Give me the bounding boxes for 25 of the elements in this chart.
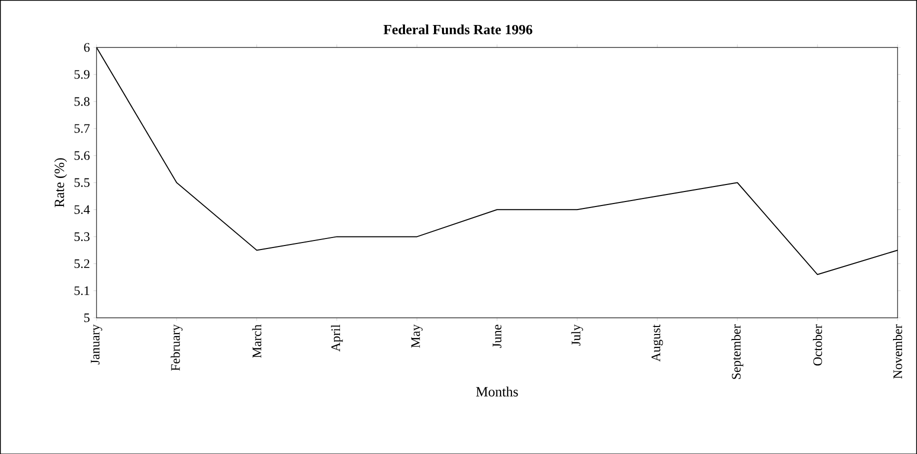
y-axis-title: Rate (%) (54, 158, 67, 208)
y-tick-label: 5.4 (74, 205, 90, 214)
x-tick-label: January (90, 324, 102, 364)
y-tick-label: 5.9 (74, 70, 90, 79)
y-tick-label: 5.5 (74, 178, 90, 187)
x-tick-label: September (731, 324, 744, 379)
y-tick-label: 5 (84, 313, 90, 322)
x-tick-label: March (252, 324, 262, 358)
y-tick-label: 5.3 (74, 232, 90, 241)
y-tick-label: 5.7 (74, 124, 90, 133)
x-tick-label: May (411, 324, 423, 348)
x-tick-label: August (652, 324, 663, 362)
x-tick-label: April (330, 324, 343, 352)
x-tick-label: November (893, 324, 902, 378)
y-tick-label: 5.6 (74, 151, 90, 160)
y-tick-label: 5.8 (74, 96, 90, 106)
chart-title: Federal Funds Rate 1996 (384, 24, 532, 34)
x-tick-label: February (170, 324, 183, 371)
x-axis-title: Months (476, 386, 518, 396)
x-tick-label: June (492, 324, 502, 348)
x-tick-label: October (812, 324, 822, 366)
y-tick-label: 6 (84, 42, 90, 52)
x-tick-label: July (571, 324, 584, 346)
y-tick-label: 5.1 (74, 286, 90, 295)
y-tick-label: 5.2 (74, 259, 90, 268)
